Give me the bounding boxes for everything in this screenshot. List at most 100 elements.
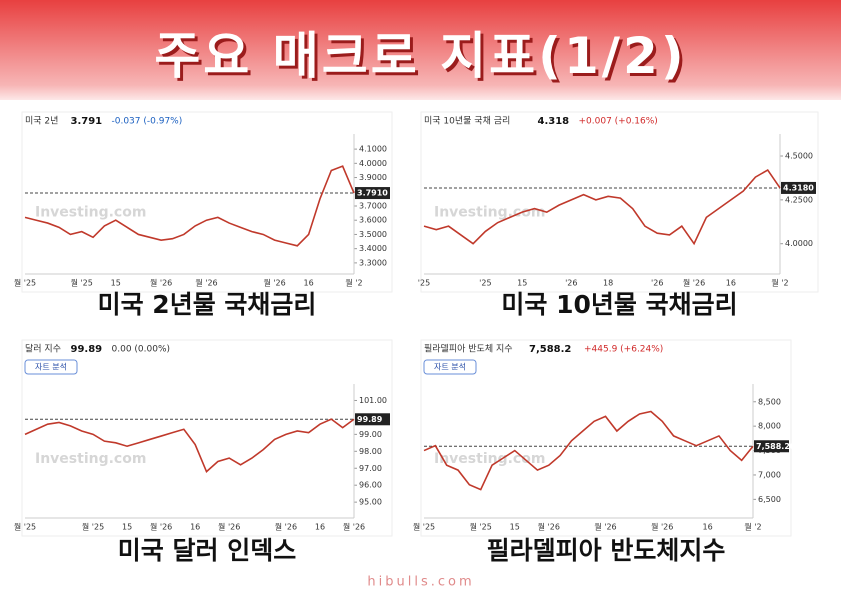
y-tick-label: 3.5000 [359,230,387,239]
x-tick-label: 월 '26 [263,278,285,288]
y-tick-label: 4.2500 [785,195,813,204]
last-price-box [781,181,816,194]
x-tick-label: 월 '26 [343,522,365,532]
chart-name: 달러 지수 [25,343,61,355]
last-price: 7,588.20 [756,442,796,451]
x-tick-label: '25 [418,279,430,288]
caption: 필라델피아 반도체지수 [487,536,726,565]
panel [420,339,792,537]
x-tick-label: 월 '2 [771,278,788,288]
panel [21,339,393,537]
price: 3.791 [71,116,103,127]
price-line [423,410,754,491]
y-tick-label: 101.00 [359,396,387,405]
x-tick-label: 16 [304,279,314,288]
last-price-box [754,440,789,453]
x-tick-label: '25 [479,279,491,288]
y-tick-label: 3.6000 [359,216,387,225]
y-tick-label: 97.00 [359,464,382,473]
last-price-box [355,187,390,200]
chart-name: 미국 2년 [25,116,58,127]
x-tick-label: 18 [603,279,613,288]
x-tick-label: 월 '26 [150,278,172,288]
x-tick-label: 월 '25 [82,522,104,532]
panel [420,111,819,293]
watermark: Investing.com [35,451,146,467]
x-tick-label: 월 '26 [683,278,705,288]
watermark: Investing.com [35,204,146,220]
y-tick-label: 95.00 [359,498,382,507]
badge-box [24,359,78,375]
price: 7,588.2 [529,344,571,355]
x-tick-label: 16 [726,279,736,288]
y-tick-label: 8,000 [758,422,781,431]
last-price: 3.7910 [357,189,388,198]
change: 0.00 (0.00%) [112,345,171,355]
x-tick-label: 15 [517,279,527,288]
x-tick-label: 월 '25 [14,522,36,532]
y-tick-label: 7,000 [758,470,781,479]
x-tick-label: 월 '26 [651,522,673,532]
watermark: Investing.com [434,204,545,220]
x-tick-label: 15 [122,523,132,532]
panel [21,111,393,293]
y-tick-label: 99.00 [359,430,382,439]
y-tick-label: 3.9000 [359,173,387,182]
badge: 자트 분석 [434,362,466,372]
price: 4.318 [538,116,570,127]
x-tick-label: 16 [315,523,325,532]
y-tick-label: 96.00 [359,481,382,490]
x-tick-label: 월 '26 [538,522,560,532]
price: 99.89 [71,344,103,355]
x-tick-label: 월 '26 [150,522,172,532]
y-tick-label: 8,500 [758,397,781,406]
y-tick-label: 3.3000 [359,258,387,267]
y-tick-label: 6,500 [758,495,781,504]
watermark: Investing.com [434,451,545,467]
x-tick-label: 월 '26 [275,522,297,532]
x-tick-label: 15 [510,523,520,532]
x-tick-label: 월 '25 [71,278,93,288]
last-price-box [355,413,390,426]
change: +0.007 (+0.16%) [579,117,658,127]
price-line [423,168,781,246]
x-tick-label: '26 [565,279,577,288]
y-tick-label: 4.5000 [785,152,813,161]
caption: 미국 달러 인덱스 [118,536,296,565]
change: -0.037 (-0.97%) [112,117,183,127]
x-tick-label: 월 '26 [594,522,616,532]
chart-name: 필라델피아 반도체 지수 [424,343,513,355]
slide-title: 주요 매크로 지표(1/2) [154,27,687,85]
badge: 자트 분석 [35,362,67,372]
x-tick-label: 16 [190,523,200,532]
x-tick-label: 월 '2 [345,278,362,288]
badge-box [423,359,477,375]
site: hibulls.com [367,575,474,590]
x-tick-label: 월 '25 [413,522,435,532]
x-tick-label: 월 '26 [195,278,217,288]
caption: 미국 10년물 국채금리 [501,290,737,319]
price-line [24,418,355,473]
x-tick-label: 월 '26 [218,522,240,532]
x-tick-label: 15 [111,279,121,288]
last-price: 99.89 [357,415,383,424]
price-line [24,165,355,247]
x-tick-label: 월 '2 [744,522,761,532]
x-tick-label: '26 [651,279,663,288]
y-tick-label: 3.7000 [359,202,387,211]
chart-name: 미국 10년물 국채 금리 [424,116,510,127]
x-tick-label: 16 [703,523,713,532]
header-band [0,0,841,100]
caption: 미국 2년물 국채금리 [98,290,317,319]
last-price: 4.3180 [783,183,814,192]
x-tick-label: 월 '25 [14,278,36,288]
y-tick-label: 4.0000 [785,239,813,248]
change: +445.9 (+6.24%) [584,345,663,355]
x-tick-label: 월 '25 [470,522,492,532]
y-tick-label: 98.00 [359,447,382,456]
y-tick-label: 3.4000 [359,244,387,253]
y-tick-label: 4.1000 [359,145,387,154]
y-tick-label: 4.0000 [359,159,387,168]
